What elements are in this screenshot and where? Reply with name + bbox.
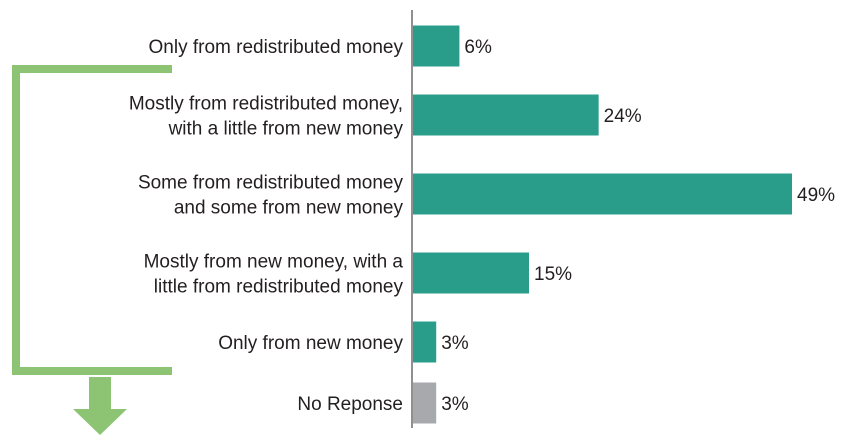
bar-4 [413, 321, 437, 363]
category-label-5: No Reponse [297, 394, 403, 415]
value-label-3: 15% [534, 264, 572, 285]
value-label-0: 6% [464, 37, 492, 58]
value-label-4: 3% [441, 333, 469, 354]
category-label-1: Mostly from redistributed money, with a l… [129, 94, 404, 140]
bar-5 [413, 382, 437, 424]
value-label-1: 24% [604, 106, 642, 127]
bar-3 [413, 252, 530, 294]
bar-0 [413, 25, 460, 67]
value-label-2: 49% [797, 185, 835, 206]
value-label-5: 3% [441, 394, 469, 415]
category-labels: Only from redistributed money Mostly from… [129, 37, 404, 415]
bars-layer [413, 25, 792, 424]
value-labels: 6% 24% 49% 15% 3% 3% [441, 37, 835, 415]
bracket-arrow-icon [12, 65, 172, 435]
category-label-3: Mostly from new money, with a little from… [144, 252, 404, 298]
category-label-0: Only from redistributed money [149, 37, 404, 58]
bar-1 [413, 94, 599, 136]
category-label-2: Some from redistributed money and some fr… [138, 173, 404, 219]
category-label-4: Only from new money [218, 333, 403, 354]
bar-2 [413, 173, 792, 215]
